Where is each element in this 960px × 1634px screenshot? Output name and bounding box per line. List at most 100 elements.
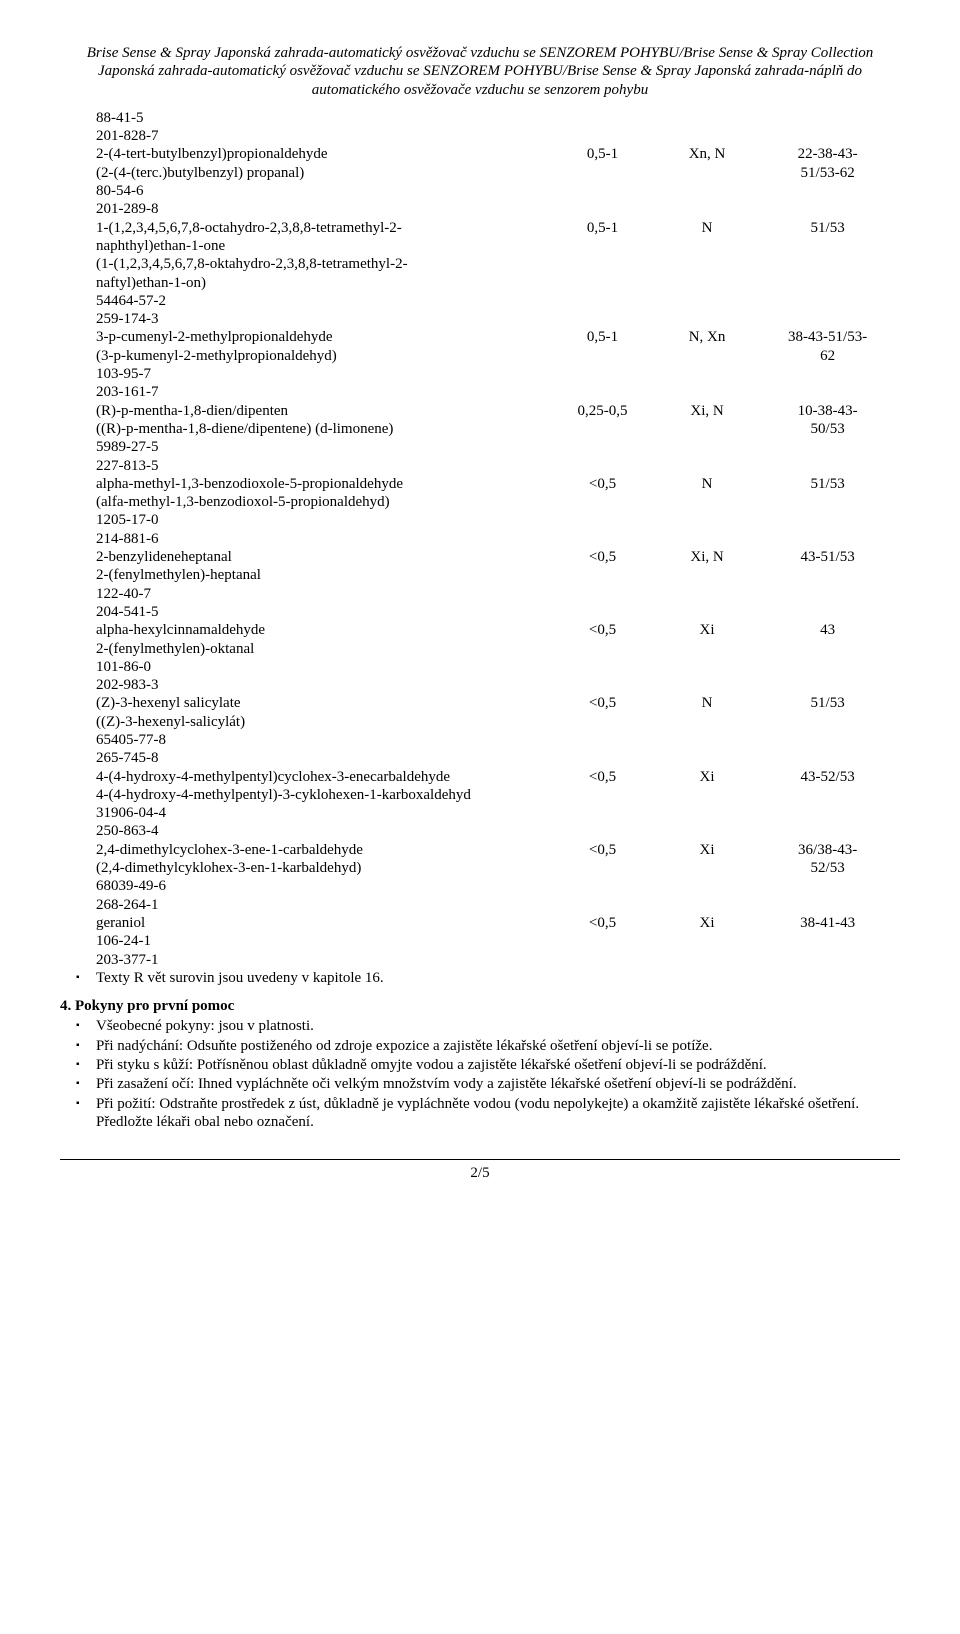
table-row: 88-41-5 [96, 109, 900, 127]
symbol: Xi, N [659, 402, 755, 439]
r-phrases: 22-38-43-51/53-62 [755, 145, 900, 182]
r-phrases [755, 877, 900, 895]
symbol [659, 749, 755, 767]
symbol [659, 951, 755, 969]
chemical-name: 201-828-7 [96, 127, 546, 145]
r-phrases [755, 603, 900, 621]
symbol [659, 804, 755, 822]
table-row: 250-863-4 [96, 822, 900, 840]
chemical-name: 3-p-cumenyl-2-methylpropionaldehyde(3-p-… [96, 328, 546, 365]
section-4-list: Všeobecné pokyny: jsou v platnosti.Při n… [60, 1017, 900, 1131]
symbol: Xi [659, 621, 755, 658]
concentration [546, 182, 659, 200]
r-phrases [755, 804, 900, 822]
chemical-name: 5989-27-5 [96, 438, 546, 456]
table-row: 2-benzylideneheptanal2-(fenylmethylen)-h… [96, 548, 900, 585]
chemical-name: 2-benzylideneheptanal2-(fenylmethylen)-h… [96, 548, 546, 585]
table-row: 68039-49-6 [96, 877, 900, 895]
concentration: 0,5-1 [546, 328, 659, 365]
symbol [659, 731, 755, 749]
concentration [546, 365, 659, 383]
page-number: 2/5 [60, 1164, 900, 1182]
table-row: alpha-methyl-1,3-benzodioxole-5-propiona… [96, 475, 900, 512]
list-item: Při zasažení očí: Ihned vypláchněte oči … [76, 1075, 900, 1093]
concentration: <0,5 [546, 768, 659, 805]
chemical-name: 214-881-6 [96, 530, 546, 548]
r-phrases [755, 383, 900, 401]
concentration [546, 896, 659, 914]
table-row: 259-174-3 [96, 310, 900, 328]
table-row: 80-54-6 [96, 182, 900, 200]
chemical-name: 204-541-5 [96, 603, 546, 621]
r-phrases: 43 [755, 621, 900, 658]
table-row: 65405-77-8 [96, 731, 900, 749]
concentration [546, 438, 659, 456]
concentration: <0,5 [546, 841, 659, 878]
chemical-name: (Z)-3-hexenyl salicylate((Z)-3-hexenyl-s… [96, 694, 546, 731]
symbol [659, 310, 755, 328]
chemical-name: 31906-04-4 [96, 804, 546, 822]
list-item: Všeobecné pokyny: jsou v platnosti. [76, 1017, 900, 1035]
chemical-name: 65405-77-8 [96, 731, 546, 749]
symbol [659, 127, 755, 145]
symbol [659, 658, 755, 676]
symbol: N [659, 475, 755, 512]
table-row: geraniol<0,5Xi38-41-43 [96, 914, 900, 932]
main-content: 88-41-5201-828-72-(4-tert-butylbenzyl)pr… [60, 109, 900, 987]
chemical-name: 201-289-8 [96, 200, 546, 218]
concentration [546, 731, 659, 749]
symbol: Xn, N [659, 145, 755, 182]
page-header: Brise Sense & Spray Japonská zahrada-aut… [60, 44, 900, 99]
concentration [546, 877, 659, 895]
symbol [659, 511, 755, 529]
concentration: <0,5 [546, 548, 659, 585]
table-row: 204-541-5 [96, 603, 900, 621]
concentration: 0,25-0,5 [546, 402, 659, 439]
r-phrases [755, 127, 900, 145]
r-phrases [755, 292, 900, 310]
symbol: Xi [659, 841, 755, 878]
chemical-name: 1205-17-0 [96, 511, 546, 529]
chemical-name: 88-41-5 [96, 109, 546, 127]
table-row: 265-745-8 [96, 749, 900, 767]
concentration [546, 310, 659, 328]
chemical-name: 265-745-8 [96, 749, 546, 767]
concentration [546, 200, 659, 218]
table-row: (R)-p-mentha-1,8-dien/dipenten((R)-p-men… [96, 402, 900, 439]
concentration [546, 951, 659, 969]
symbol: N [659, 219, 755, 292]
table-row: 106-24-1 [96, 932, 900, 950]
concentration [546, 749, 659, 767]
r-phrases [755, 457, 900, 475]
symbol [659, 109, 755, 127]
r-phrases [755, 749, 900, 767]
concentration [546, 511, 659, 529]
table-row: 268-264-1 [96, 896, 900, 914]
r-phrases [755, 822, 900, 840]
concentration [546, 292, 659, 310]
section-4-title: 4. Pokyny pro první pomoc [60, 997, 900, 1015]
symbol [659, 383, 755, 401]
r-phrases: 43-51/53 [755, 548, 900, 585]
r-phrases [755, 511, 900, 529]
chemical-name: 80-54-6 [96, 182, 546, 200]
table-row: alpha-hexylcinnamaldehyde2-(fenylmethyle… [96, 621, 900, 658]
table-row: 103-95-7 [96, 365, 900, 383]
symbol: Xi, N [659, 548, 755, 585]
concentration [546, 383, 659, 401]
chemical-name: 268-264-1 [96, 896, 546, 914]
symbol [659, 585, 755, 603]
chemical-name: 68039-49-6 [96, 877, 546, 895]
concentration: <0,5 [546, 475, 659, 512]
r-phrases: 51/53 [755, 219, 900, 292]
concentration [546, 127, 659, 145]
concentration: 0,5-1 [546, 219, 659, 292]
r-phrases [755, 109, 900, 127]
symbol [659, 200, 755, 218]
table-row: 54464-57-2 [96, 292, 900, 310]
r-phrases: 51/53 [755, 694, 900, 731]
table-row: 201-828-7 [96, 127, 900, 145]
chemical-name: alpha-hexylcinnamaldehyde2-(fenylmethyle… [96, 621, 546, 658]
table-row: 31906-04-4 [96, 804, 900, 822]
table-row: 4-(4-hydroxy-4-methylpentyl)cyclohex-3-e… [96, 768, 900, 805]
